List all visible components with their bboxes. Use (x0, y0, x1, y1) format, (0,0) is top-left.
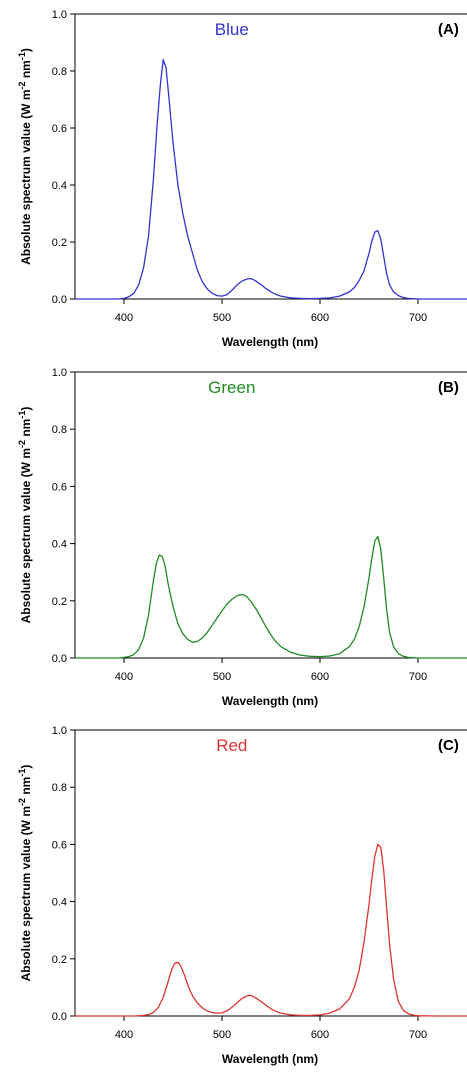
panel-a-y-axis-label: Absolute spectrum value (W m-2 nm-1) (17, 48, 33, 265)
panel-a-y-tick-label: 1.0 (52, 9, 67, 21)
panel-c-title: Red (216, 736, 247, 755)
panel-a-series-line (75, 58, 467, 300)
panel-c-x-axis-label: Wavelength (nm) (222, 1052, 318, 1066)
panel-b-x-tick-label: 600 (311, 671, 329, 683)
panel-a-y-axis-label-part: Absolute spectrum value (W m (19, 90, 33, 265)
panel-b-y-tick-label: 0.8 (52, 424, 67, 436)
panel-c-x-tick-label: 700 (409, 1029, 427, 1041)
panel-c-y-tick-label: 0.6 (52, 839, 67, 851)
panel-a-y-axis-label-part: nm (19, 60, 33, 81)
panel-a-y-axis-label-part: ) (19, 48, 33, 52)
panel-b-y-axis-label-part: ) (19, 407, 33, 411)
panel-a-y-axis-label-part: -2 (17, 81, 27, 89)
panel-b-x-axis-label: Wavelength (nm) (222, 694, 318, 708)
panel-c-y-axis-label-part: -1 (17, 769, 27, 777)
panel-a-panel-label: (A) (438, 21, 459, 38)
panel-a-x-tick-label: 400 (115, 312, 133, 324)
panel-a-title: Blue (215, 20, 249, 39)
panel-b-y-axis-label-part: nm (19, 419, 33, 440)
panel-c-y-axis-label-part: ) (19, 765, 33, 769)
panel-c-x-tick-label: 400 (115, 1029, 133, 1041)
panel-c-x-tick-label: 600 (311, 1029, 329, 1041)
panel-c: 0.0 0.2 0.4 0.6 0.8 1.0 400 500 600 700 Wavelength… (17, 725, 467, 1066)
panel-b-y-axis-label: Absolute spectrum value (W m-2 nm-1) (17, 407, 33, 624)
panel-c-series-line (75, 843, 467, 1017)
panel-c-y-axis-label-part: nm (19, 777, 33, 798)
panel-a: 0.0 0.2 0.4 0.6 0.8 1.0 400 500 600 700 Wavelength… (17, 9, 467, 349)
panel-a-y-tick-label: 0.2 (52, 237, 67, 249)
panel-b-x-tick-label: 700 (409, 671, 427, 683)
panel-a-x-tick-label: 600 (311, 312, 329, 324)
panel-a-y-axis-label-part: -1 (17, 52, 27, 60)
panel-a-y-tick-label: 0.8 (52, 66, 67, 78)
panel-c-y-tick-label: 1.0 (52, 725, 67, 737)
panel-b-y-tick-label: 0.6 (52, 481, 67, 493)
panel-b-y-tick-label: 1.0 (52, 367, 67, 379)
panel-b: 0.0 0.2 0.4 0.6 0.8 1.0 400 500 600 700 Wavelength… (17, 367, 467, 708)
panel-b-y-axis-label-part: Absolute spectrum value (W m (19, 448, 33, 623)
panel-c-x-tick-label: 500 (213, 1029, 231, 1041)
panel-b-y-tick-label: 0.4 (52, 539, 67, 551)
panel-b-y-axis-label-part: -1 (17, 411, 27, 419)
panel-b-title: Green (208, 378, 255, 397)
panel-c-y-tick-label: 0.0 (52, 1011, 67, 1023)
panel-c-y-tick-label: 0.4 (52, 897, 67, 909)
panel-a-y-tick-label: 0.6 (52, 123, 67, 135)
panel-b-y-tick-label: 0.0 (52, 653, 67, 665)
panel-b-series-line (75, 535, 467, 659)
panel-b-y-axis-label-part: -2 (17, 440, 27, 448)
panel-a-y-tick-label: 0.0 (52, 294, 67, 306)
panel-b-x-tick-label: 500 (213, 671, 231, 683)
panel-c-panel-label: (C) (438, 737, 459, 754)
panel-c-y-axis-label-part: Absolute spectrum value (W m (19, 806, 33, 981)
panel-a-x-axis-label: Wavelength (nm) (222, 335, 318, 349)
panel-c-y-axis-label-part: -2 (17, 798, 27, 806)
panel-a-x-tick-label: 700 (409, 312, 427, 324)
panel-b-y-tick-label: 0.2 (52, 596, 67, 608)
panel-a-x-tick-label: 500 (213, 312, 231, 324)
panel-c-y-tick-label: 0.8 (52, 782, 67, 794)
panel-a-y-tick-label: 0.4 (52, 180, 67, 192)
panel-b-x-tick-label: 400 (115, 671, 133, 683)
panel-b-panel-label: (B) (438, 379, 459, 396)
panel-c-y-tick-label: 0.2 (52, 954, 67, 966)
panel-c-y-axis-label: Absolute spectrum value (W m-2 nm-1) (17, 765, 33, 982)
